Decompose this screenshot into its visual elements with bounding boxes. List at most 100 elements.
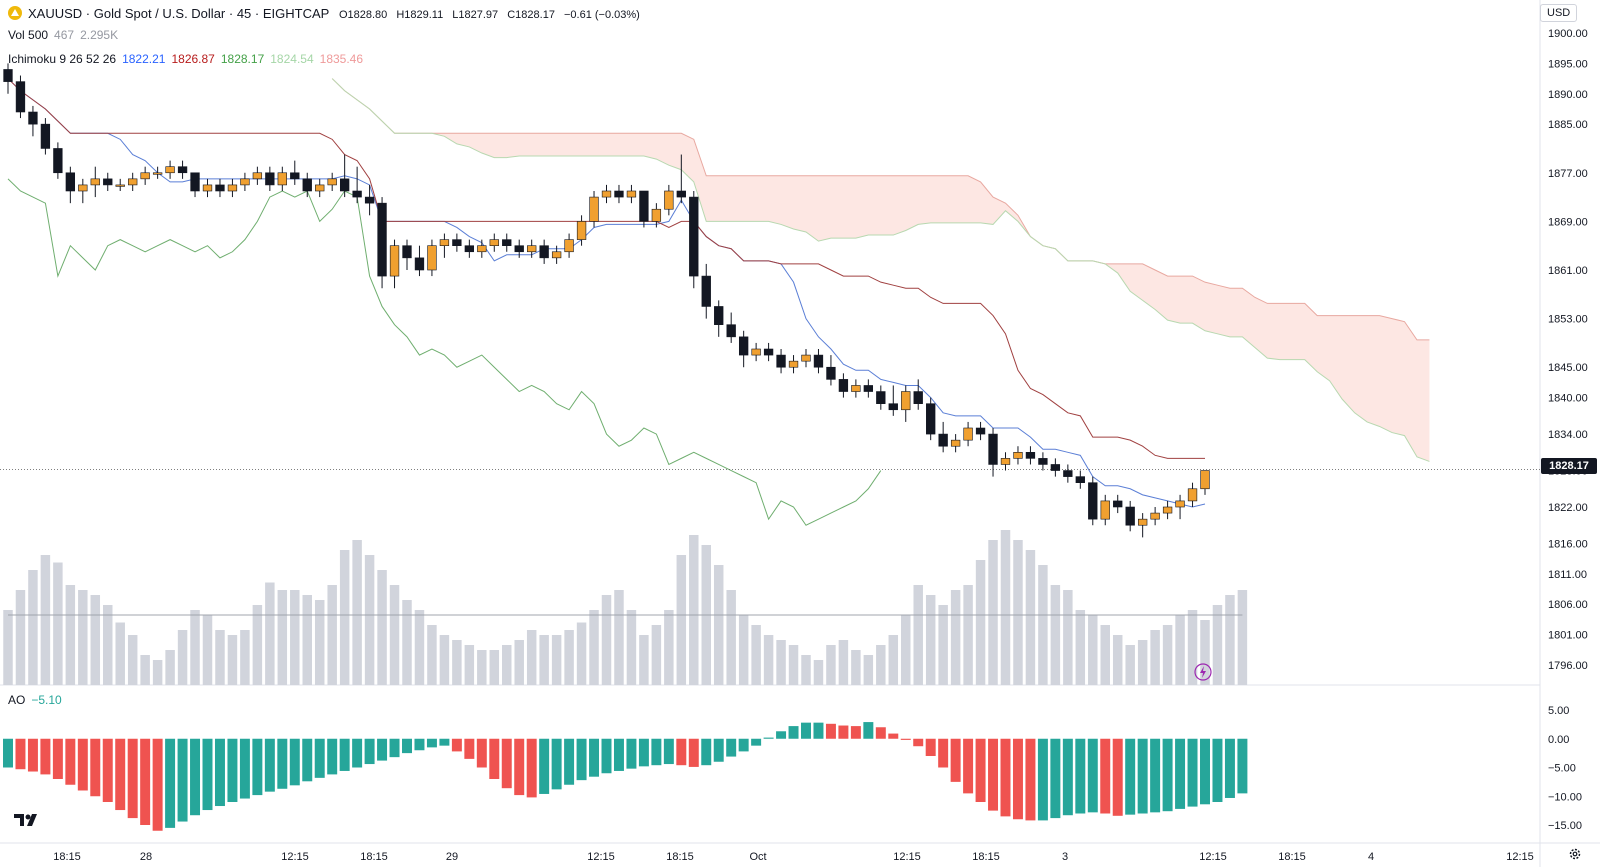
settings-gear-icon[interactable] [1568, 847, 1582, 861]
ao-bar [439, 738, 450, 746]
candle-body [339, 178, 350, 192]
volume-bar [427, 625, 437, 685]
candle-body [140, 172, 150, 180]
ao-bar [551, 738, 562, 790]
ao-label: AO [8, 693, 26, 707]
volume-bar [277, 590, 288, 685]
symbol-legend[interactable]: XAUUSD · Gold Spot / U.S. Dollar · 45 · … [8, 6, 652, 21]
ichimoku-legend[interactable]: Ichimoku 9 26 52 26 1822.21 1826.87 1828.17… [8, 52, 375, 66]
volume-bar [314, 600, 325, 685]
gold-symbol-icon [8, 6, 22, 20]
volume-bar [3, 610, 13, 685]
candle-body [876, 391, 886, 404]
ao-bar [913, 738, 924, 747]
volume-bar [639, 635, 649, 685]
currency-selector[interactable]: USD [1540, 4, 1578, 22]
price-tick-label-9: 1840.00 [1548, 393, 1588, 405]
ao-bar [277, 738, 288, 789]
volume-bar [950, 590, 961, 685]
ao-bar [1212, 738, 1223, 802]
senkou-span-b-line [331, 78, 1430, 341]
candle-body [1175, 500, 1185, 508]
volume-bar [227, 635, 238, 685]
candle-body [701, 275, 711, 307]
volume-bar [1075, 610, 1086, 685]
volume-ma-value: 2.295K [80, 28, 119, 42]
volume-bar [576, 622, 587, 685]
candle-body [177, 166, 188, 174]
ao-bar [377, 738, 388, 761]
candle-body [676, 190, 686, 198]
ao-bar [576, 738, 587, 781]
ao-bar [1062, 738, 1073, 816]
candle-body [626, 190, 637, 198]
volume-bar [65, 585, 76, 685]
ao-bar [713, 738, 724, 762]
candle-body [277, 172, 287, 186]
ao-bar [464, 738, 475, 759]
volume-bar [202, 615, 213, 685]
volume-bar [888, 635, 899, 685]
time-tick-label-5: 12:15 [587, 851, 615, 863]
price-tick-label-16: 1801.00 [1548, 630, 1588, 642]
candle-body [788, 360, 799, 368]
ichimoku-value-0: 1822.21 [122, 52, 166, 66]
price-tick-label-17: 1796.00 [1548, 660, 1588, 672]
ao-bar [1075, 738, 1086, 814]
candle-body [53, 148, 63, 174]
volume-bar [626, 610, 637, 685]
volume-bar [502, 645, 512, 685]
ao-bar [202, 738, 213, 811]
candle-body [452, 239, 462, 246]
volume-bar [15, 590, 26, 685]
volume-bar [876, 645, 886, 685]
candle-body [863, 385, 874, 392]
candle-body [15, 81, 26, 113]
ao-bar [1224, 738, 1235, 798]
ao-bar [414, 738, 425, 751]
candle-body [128, 178, 138, 186]
candle-body [439, 239, 450, 246]
volume-bar [676, 555, 687, 685]
ao-legend[interactable]: AO −5.10 [8, 693, 68, 707]
price-tick-label-14: 1811.00 [1548, 569, 1587, 581]
ao-bar [1162, 738, 1173, 812]
candle-body [1013, 452, 1023, 459]
tradingview-logo-icon[interactable] [14, 812, 44, 828]
candle-body [776, 354, 786, 368]
ao-bar [1125, 738, 1136, 815]
time-tick-label-4: 29 [446, 851, 458, 863]
ao-bar [613, 738, 624, 771]
candle-body [227, 184, 238, 192]
candle-body [1150, 512, 1160, 520]
candle-body [664, 190, 674, 210]
volume-legend[interactable]: Vol 500 467 2.295K [8, 28, 124, 42]
candle-body [252, 172, 263, 180]
ao-bar [825, 723, 836, 739]
ao-bar [40, 738, 51, 775]
ao-tick-label-3: −10.00 [1548, 791, 1582, 803]
candle-body [950, 439, 961, 447]
ao-bar [389, 738, 400, 758]
ao-tick-label-2: −5.00 [1548, 763, 1576, 775]
candle-body [1162, 506, 1173, 514]
candle-body [988, 433, 998, 465]
ao-bar [1037, 738, 1048, 821]
volume-bar [614, 590, 624, 685]
candle-body [165, 166, 175, 174]
ao-bar [1087, 738, 1098, 813]
ao-bar [564, 738, 575, 785]
volume-bar [925, 595, 936, 685]
price-tick-label-4: 1877.00 [1548, 168, 1588, 180]
candle-body [40, 123, 51, 149]
ao-bar [115, 738, 126, 811]
ao-bar [102, 738, 113, 802]
volume-bar [140, 655, 150, 685]
price-tick-label-0: 1900.00 [1548, 28, 1588, 40]
volume-bar [975, 560, 986, 685]
candle-body [489, 239, 499, 246]
ao-bar [526, 738, 537, 798]
flash-icon[interactable] [1194, 663, 1212, 681]
candle-body [926, 403, 936, 435]
